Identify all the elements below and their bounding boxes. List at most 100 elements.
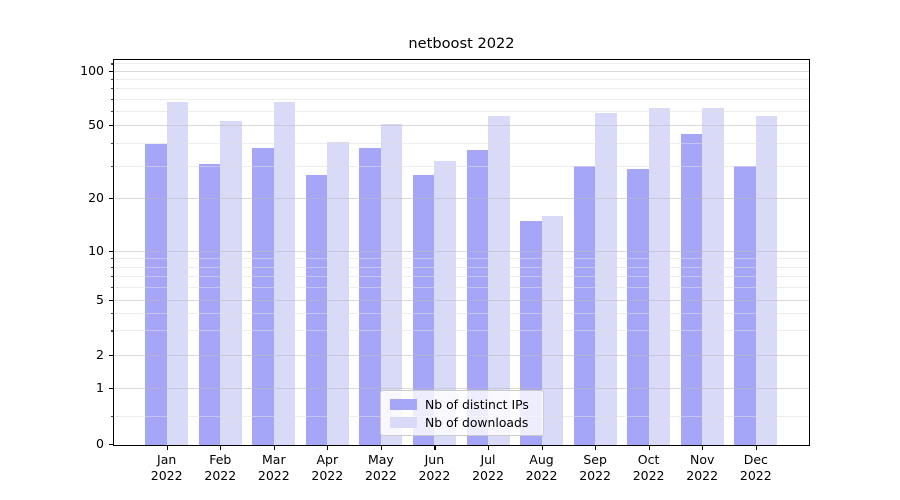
x-tick-label-month: Feb — [209, 452, 232, 467]
gridline-minor — [114, 266, 809, 268]
gridline-minor — [114, 88, 809, 90]
y-minor-tick-mark — [110, 165, 113, 167]
x-tick-label: Sep 2022 — [563, 452, 627, 483]
x-tick-label-month: Oct — [637, 452, 660, 467]
gridline-major — [114, 354, 809, 356]
x-tick-label: Jun 2022 — [402, 452, 466, 483]
y-tick-label: 1 — [96, 380, 104, 396]
y-tick-label: 2 — [96, 346, 104, 362]
y-minor-tick-mark — [110, 258, 113, 260]
gridline-minor — [114, 275, 809, 277]
legend-item-distinct-ips: Nb of distinct IPs — [390, 396, 535, 413]
bar-ips-jan — [145, 143, 167, 445]
x-tick-mark — [541, 445, 543, 450]
y-minor-tick-mark — [110, 98, 113, 100]
gridline-minor — [114, 98, 809, 100]
gridline-minor — [114, 79, 809, 80]
x-tick-label: Aug 2022 — [510, 452, 574, 483]
bar-downloads-apr — [327, 141, 349, 445]
x-tick-mark — [166, 445, 168, 450]
chart-title: netboost 2022 — [408, 35, 515, 52]
gridline-major — [114, 197, 809, 199]
y-tick-mark — [108, 299, 113, 301]
x-tick-label-month: Sep — [583, 452, 607, 467]
y-tick-mark — [108, 354, 113, 356]
y-minor-tick-mark — [110, 63, 113, 65]
legend-label-downloads: Nb of downloads — [425, 415, 529, 430]
bar-ips-apr — [305, 174, 328, 445]
y-minor-tick-mark — [110, 79, 113, 81]
y-tick-label: 100 — [80, 62, 104, 78]
x-tick-mark — [220, 445, 222, 450]
legend: Nb of distinct IPs Nb of downloads — [380, 390, 544, 436]
x-tick-label-year: 2022 — [579, 467, 611, 483]
bar-downloads-feb — [220, 121, 242, 445]
gridline-major — [114, 125, 809, 127]
y-minor-tick-mark — [110, 142, 113, 145]
x-tick-mark — [434, 445, 436, 450]
y-minor-tick-mark — [110, 275, 113, 278]
bar-downloads-sep — [595, 113, 617, 445]
x-tick-label-year: 2022 — [686, 467, 719, 483]
x-tick-label-month: May — [367, 452, 394, 467]
x-tick-mark — [702, 445, 704, 450]
x-tick-label-month: Aug — [529, 452, 554, 467]
x-tick-label-month: Mar — [262, 452, 286, 467]
legend-swatch-downloads — [390, 417, 417, 428]
x-tick-mark — [380, 445, 383, 450]
x-tick-label: Nov 2022 — [670, 452, 734, 483]
x-tick-label-month: Jan — [157, 452, 177, 467]
gridline-major — [114, 70, 809, 72]
x-tick-label-year: 2022 — [257, 467, 290, 483]
x-tick-mark — [327, 445, 329, 450]
y-minor-tick-mark — [110, 88, 113, 90]
y-minor-tick-mark — [110, 286, 113, 288]
bar-ips-dec — [734, 166, 756, 445]
x-tick-mark — [648, 445, 650, 450]
bar-ips-sep — [573, 166, 596, 445]
x-tick-label-year: 2022 — [204, 467, 237, 483]
gridline-minor — [114, 110, 809, 112]
y-tick-mark — [108, 444, 113, 446]
x-tick-label-month: Jun — [424, 452, 445, 467]
x-tick-label: Apr 2022 — [295, 452, 359, 483]
gridline-minor — [114, 63, 809, 65]
y-tick-label: 20 — [88, 189, 104, 205]
x-tick-label-year: 2022 — [525, 467, 558, 483]
bar-downloads-may — [380, 124, 403, 445]
x-tick-label: Feb 2022 — [188, 452, 252, 483]
x-tick-label: May 2022 — [349, 452, 413, 483]
y-minor-tick-mark — [110, 416, 113, 418]
bar-ips-mar — [252, 147, 274, 445]
x-tick-label-month: Nov — [689, 452, 715, 467]
y-tick-label: 50 — [88, 117, 104, 133]
y-tick-mark — [108, 197, 113, 199]
y-minor-tick-mark — [110, 330, 113, 332]
x-tick-mark — [755, 445, 757, 450]
y-tick-label: 10 — [88, 242, 104, 258]
y-minor-tick-mark — [110, 266, 113, 268]
y-tick-mark — [108, 70, 113, 72]
bar-downloads-jan — [166, 101, 189, 445]
legend-item-downloads: Nb of downloads — [390, 414, 535, 431]
gridline-minor — [114, 142, 809, 144]
x-tick-label-year: 2022 — [150, 467, 183, 483]
x-tick-label-year: 2022 — [632, 467, 665, 483]
gridline-minor — [114, 313, 809, 315]
gridline-minor — [114, 258, 809, 260]
x-tick-label-year: 2022 — [739, 467, 772, 483]
y-tick-label: 0 — [96, 436, 104, 452]
gridline-major — [114, 388, 809, 390]
x-tick-label-month: Dec — [743, 452, 768, 467]
gridline-minor — [114, 286, 809, 288]
bar-downloads-mar — [273, 101, 296, 445]
x-tick-label: Jul 2022 — [456, 452, 520, 483]
x-tick-label: Dec 2022 — [724, 452, 788, 483]
bar-ips-may — [359, 147, 381, 445]
bar-ips-jul — [466, 149, 488, 445]
legend-swatch-distinct-ips — [390, 399, 417, 410]
bar-downloads-aug — [541, 215, 564, 445]
gridline-major — [114, 299, 809, 301]
bar-ips-nov — [680, 134, 703, 445]
